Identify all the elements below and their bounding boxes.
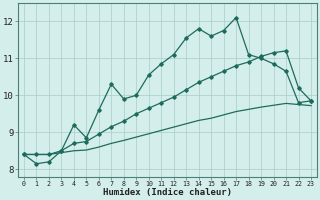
X-axis label: Humidex (Indice chaleur): Humidex (Indice chaleur) — [103, 188, 232, 197]
